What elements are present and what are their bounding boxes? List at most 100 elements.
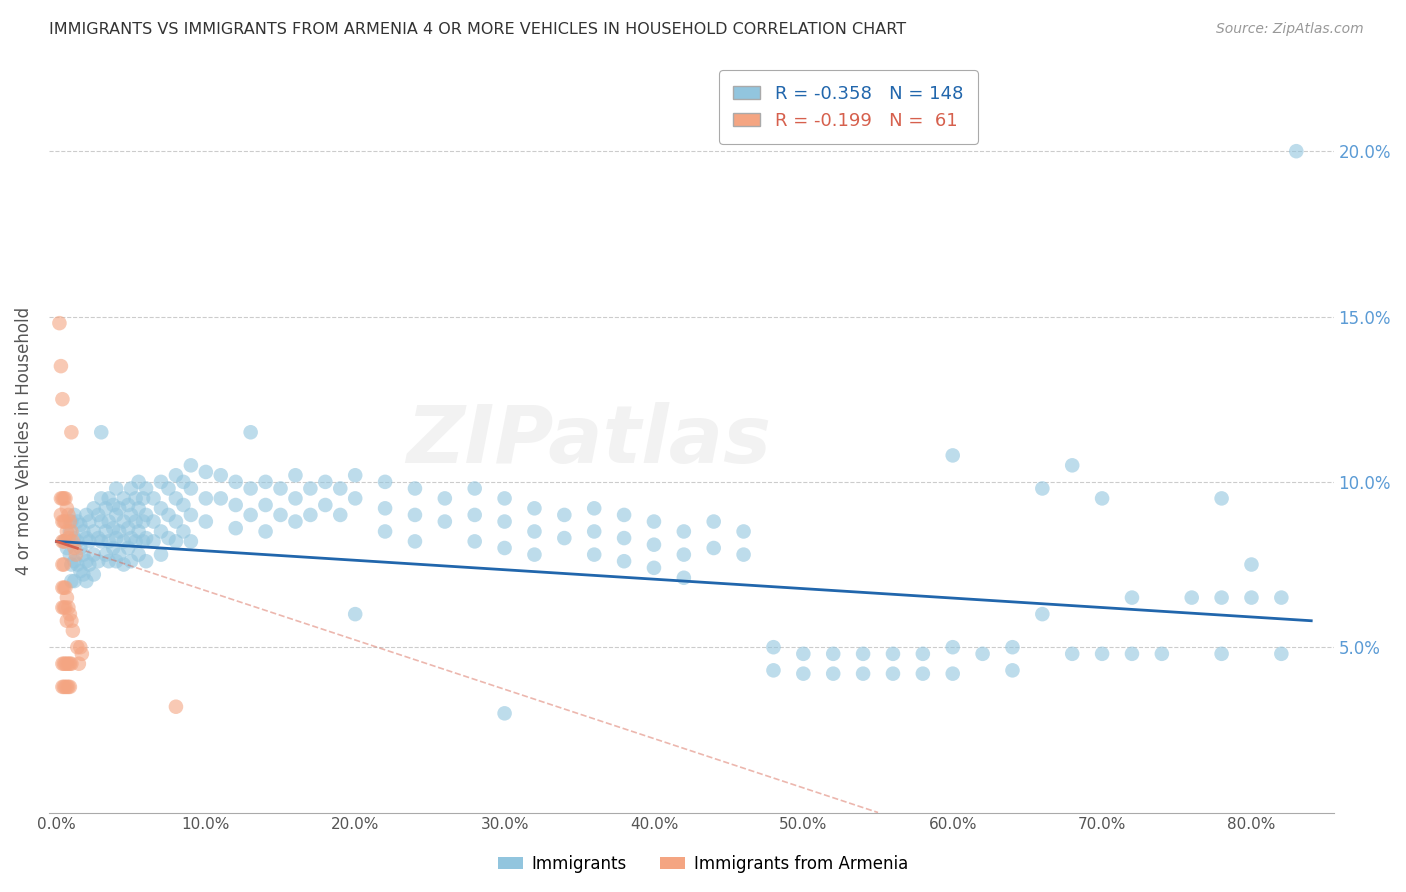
Point: [52, 600, 75, 615]
Point: [105, 482, 128, 496]
Point: [59, 515, 82, 529]
Point: [62, 624, 84, 638]
Point: [142, 534, 165, 549]
Point: [284, 468, 307, 483]
Point: [180, 458, 202, 473]
Point: [494, 706, 516, 721]
Point: [58, 680, 80, 694]
Point: [75, 574, 97, 588]
Point: [165, 468, 187, 483]
Point: [194, 491, 217, 506]
Point: [55, 491, 77, 506]
Point: [299, 508, 322, 522]
Point: [55, 600, 77, 615]
Point: [59, 548, 82, 562]
Point: [52, 680, 75, 694]
Point: [553, 508, 575, 522]
Point: [60, 515, 83, 529]
Point: [52, 515, 75, 529]
Point: [823, 666, 845, 681]
Point: [59, 657, 82, 671]
Point: [209, 491, 232, 506]
Point: [1121, 591, 1143, 605]
Point: [97, 491, 120, 506]
Point: [51, 680, 73, 694]
Point: [94, 501, 117, 516]
Point: [58, 508, 80, 522]
Point: [643, 561, 665, 575]
Point: [79, 515, 101, 529]
Point: [672, 524, 695, 539]
Point: [52, 534, 75, 549]
Point: [105, 554, 128, 568]
Point: [87, 508, 110, 522]
Point: [75, 554, 97, 568]
Point: [94, 548, 117, 562]
Point: [112, 534, 135, 549]
Point: [51, 515, 73, 529]
Point: [55, 515, 77, 529]
Point: [135, 531, 157, 545]
Point: [1091, 647, 1114, 661]
Point: [911, 666, 934, 681]
Point: [52, 581, 75, 595]
Point: [1270, 647, 1292, 661]
Point: [124, 534, 146, 549]
Point: [56, 680, 79, 694]
Point: [284, 515, 307, 529]
Point: [672, 571, 695, 585]
Point: [852, 666, 875, 681]
Point: [108, 548, 131, 562]
Point: [132, 534, 155, 549]
Point: [52, 491, 75, 506]
Point: [83, 548, 105, 562]
Point: [63, 531, 86, 545]
Point: [762, 640, 785, 655]
Point: [523, 524, 546, 539]
Point: [494, 515, 516, 529]
Point: [314, 475, 336, 489]
Point: [56, 591, 79, 605]
Point: [523, 548, 546, 562]
Point: [225, 498, 247, 512]
Point: [1031, 607, 1053, 621]
Point: [52, 657, 75, 671]
Point: [1091, 491, 1114, 506]
Point: [48, 316, 70, 330]
Point: [69, 517, 91, 532]
Point: [1211, 647, 1233, 661]
Point: [51, 558, 73, 572]
Point: [142, 491, 165, 506]
Point: [299, 482, 322, 496]
Point: [58, 531, 80, 545]
Point: [1001, 664, 1024, 678]
Point: [120, 554, 142, 568]
Point: [51, 581, 73, 595]
Point: [942, 449, 965, 463]
Point: [225, 521, 247, 535]
Point: [69, 640, 91, 655]
Point: [583, 501, 606, 516]
Point: [60, 425, 83, 440]
Point: [1211, 591, 1233, 605]
Point: [433, 515, 456, 529]
Point: [79, 558, 101, 572]
Point: [1062, 458, 1084, 473]
Point: [374, 475, 396, 489]
Legend: R = -0.358   N = 148, R = -0.199   N =  61: R = -0.358 N = 148, R = -0.199 N = 61: [718, 70, 977, 144]
Point: [239, 425, 262, 440]
Point: [70, 647, 93, 661]
Point: [433, 491, 456, 506]
Point: [270, 482, 292, 496]
Point: [63, 554, 86, 568]
Point: [128, 501, 150, 516]
Point: [733, 548, 755, 562]
Point: [128, 548, 150, 562]
Point: [97, 534, 120, 549]
Point: [63, 574, 86, 588]
Point: [194, 465, 217, 479]
Point: [150, 548, 173, 562]
Point: [404, 508, 426, 522]
Point: [225, 475, 247, 489]
Point: [124, 491, 146, 506]
